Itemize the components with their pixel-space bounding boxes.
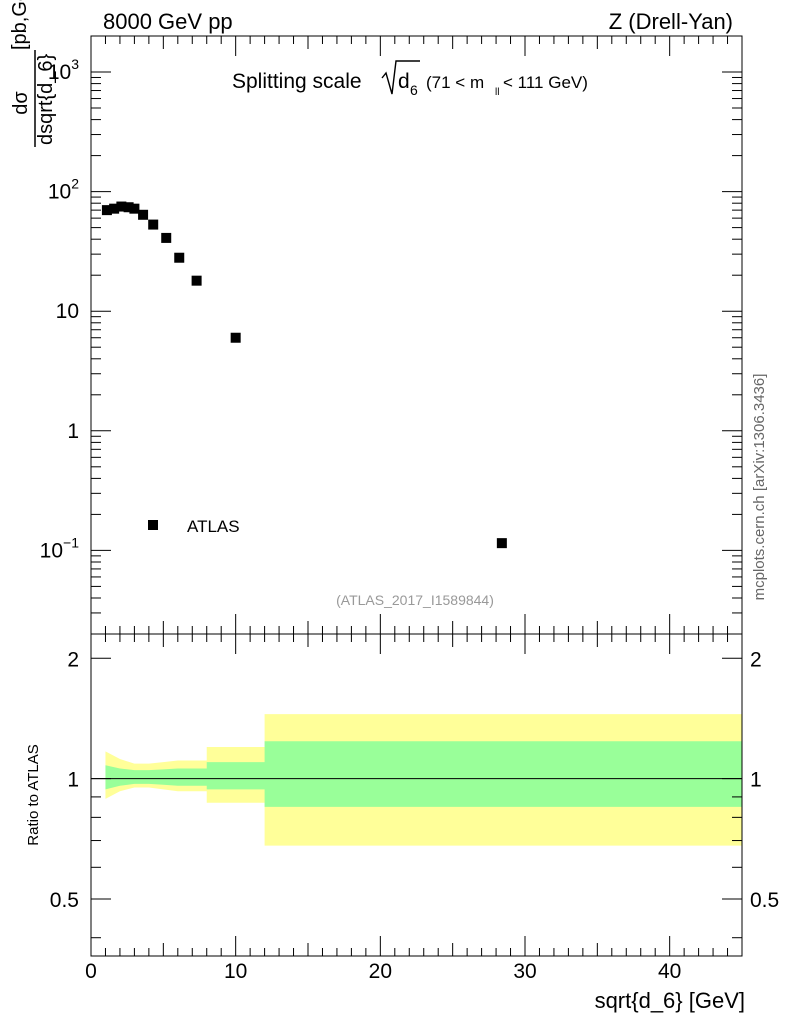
title-variable: d [398, 70, 410, 93]
y-tick-label: 1 [67, 420, 79, 443]
y-tick-label: 102 [48, 176, 79, 204]
ratio-tick-labels: 2 2 1 1 0.5 0.5 0 10 20 30 40 [50, 648, 779, 983]
ratio-plot-frame [90, 633, 743, 957]
header-left-label: 8000 GeV pp [103, 9, 233, 34]
ylabel-units-pre: [pb,GeV [9, 0, 31, 50]
legend-label: ATLAS [187, 517, 240, 536]
data-point [101, 205, 112, 216]
ratio-y-tick-label-left: 1 [67, 769, 79, 792]
data-point [116, 201, 127, 212]
x-tick-label: 30 [513, 960, 536, 983]
ratio-y-tick-label-right: 1 [750, 769, 762, 792]
chart-title: Splitting scale d 6 (71 < m ll < 111 GeV… [232, 60, 588, 98]
ratio-band-inner [105, 741, 742, 807]
ratio-y-tick-label-left: 2 [67, 648, 79, 671]
title-variable-subscript: 6 [410, 82, 418, 98]
header-right-label: Z (Drell-Yan) [609, 9, 733, 34]
x-tick-label: 0 [85, 960, 97, 983]
main-data-points [101, 201, 507, 549]
x-axis-label: sqrt{d_6} [GeV] [595, 988, 745, 1013]
title-prefix: Splitting scale [232, 70, 362, 93]
title-range-prefix: (71 < m [426, 73, 484, 92]
y-tick-label: 10−1 [40, 534, 80, 562]
data-point [496, 538, 507, 549]
main-plot-frame [90, 35, 743, 635]
y-tick-label: 103 [48, 56, 79, 84]
ratio-y-axis-label: Ratio to ATLAS [25, 744, 42, 845]
side-credit-label: mcplots.cern.ch [arXiv:1306.3436] [751, 374, 768, 601]
data-point [191, 275, 202, 286]
ylabel-numerator: dσ [10, 91, 32, 115]
legend-marker [148, 520, 158, 530]
data-point [138, 209, 149, 220]
ratio-axis-ticks [90, 634, 743, 956]
ratio-y-tick-label-left: 0.5 [50, 889, 79, 912]
sqrt-symbol [381, 60, 420, 95]
ylabel-denominator: dsqrt{d_6} [35, 53, 57, 145]
data-point [123, 202, 134, 213]
ratio-y-tick-label-right: 0.5 [750, 889, 779, 912]
data-point [129, 203, 140, 214]
x-tick-label: 40 [658, 960, 681, 983]
y-tick-label: 10 [56, 300, 79, 323]
data-point [230, 332, 241, 343]
data-point [174, 252, 185, 263]
data-point [161, 232, 172, 243]
main-axis-ticks [90, 35, 743, 635]
analysis-watermark: (ATLAS_2017_I1589844) [336, 592, 494, 608]
ratio-y-tick-label-right: 2 [750, 648, 762, 671]
main-y-axis-label: dσ dsqrt{d_6} [pb,GeV-1] [5, 0, 57, 147]
x-tick-label: 20 [369, 960, 392, 983]
data-point [109, 203, 120, 214]
ratio-plot-panel: 2 2 1 1 0.5 0.5 0 10 20 30 40 Ratio to ATLAS sqrt{… [25, 633, 779, 1013]
data-point [148, 219, 159, 230]
x-tick-label: 10 [224, 960, 247, 983]
ylabel-units: [pb,GeV-1] [5, 0, 31, 50]
title-range-suffix: < 111 GeV) [503, 73, 588, 92]
title-range-subscript: ll [495, 87, 499, 98]
legend: ATLAS [148, 517, 240, 536]
